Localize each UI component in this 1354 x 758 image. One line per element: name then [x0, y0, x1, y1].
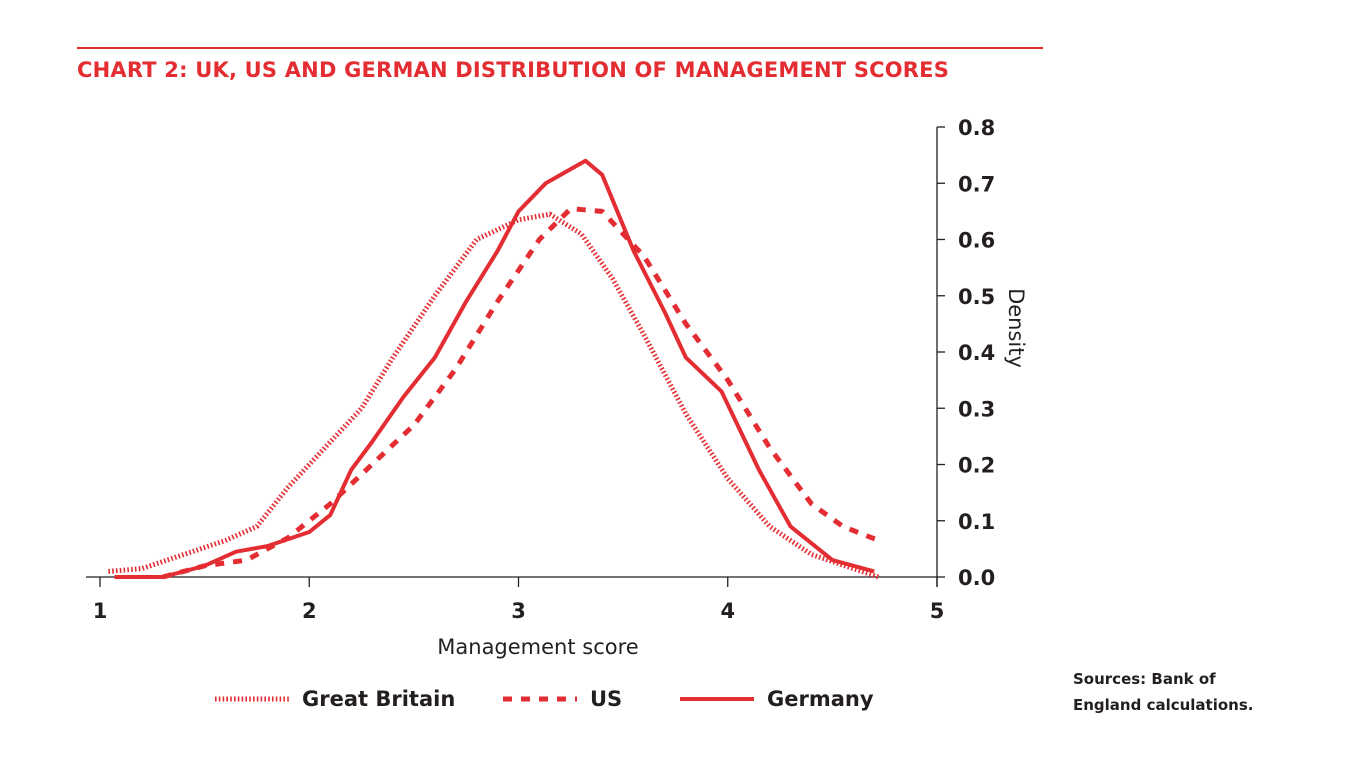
axes: 1 2 3 4 5 0.0 0.1 0.2 0.3 0.4 0.5 0.6 0.7 0.8 Manageme…: [86, 116, 1028, 659]
x-tick-label: 1: [93, 599, 108, 623]
y-tick-label: 0.3: [958, 397, 995, 421]
legend-label-us: US: [590, 687, 622, 711]
legend-label-great-britain: Great Britain: [302, 687, 455, 711]
x-tick-label: 4: [720, 599, 735, 623]
legend-label-germany: Germany: [767, 687, 874, 711]
x-tick-label: 2: [302, 599, 317, 623]
source-line-2: England calculations.: [1073, 696, 1254, 714]
y-tick-label: 0.5: [958, 285, 995, 309]
series-line-great-britain: [108, 211, 880, 580]
y-tick-label: 0.6: [958, 229, 995, 253]
y-tick-label: 0.4: [958, 341, 995, 365]
y-axis-title: Density: [1004, 288, 1028, 368]
x-tick-label: 3: [511, 599, 526, 623]
series-layer: [108, 158, 880, 580]
legend: Great Britain US Germany: [215, 687, 874, 711]
series-line-germany: [114, 158, 875, 579]
y-tick-label: 0.0: [958, 566, 995, 590]
series-line-us: [162, 206, 880, 580]
title-rule: [77, 47, 1043, 49]
y-tick-label: 0.8: [958, 116, 995, 140]
y-tick-label: 0.2: [958, 454, 995, 478]
y-tick-label: 0.7: [958, 172, 995, 196]
y-tick-label: 0.1: [958, 510, 995, 534]
source-line-1: Sources: Bank of: [1073, 670, 1216, 688]
source-note: Sources: Bank of England calculations.: [1073, 666, 1253, 718]
x-tick-label: 5: [930, 599, 945, 623]
chart-title: CHART 2: UK, US AND GERMAN DISTRIBUTION …: [77, 58, 950, 82]
x-axis-title: Management score: [437, 635, 638, 659]
